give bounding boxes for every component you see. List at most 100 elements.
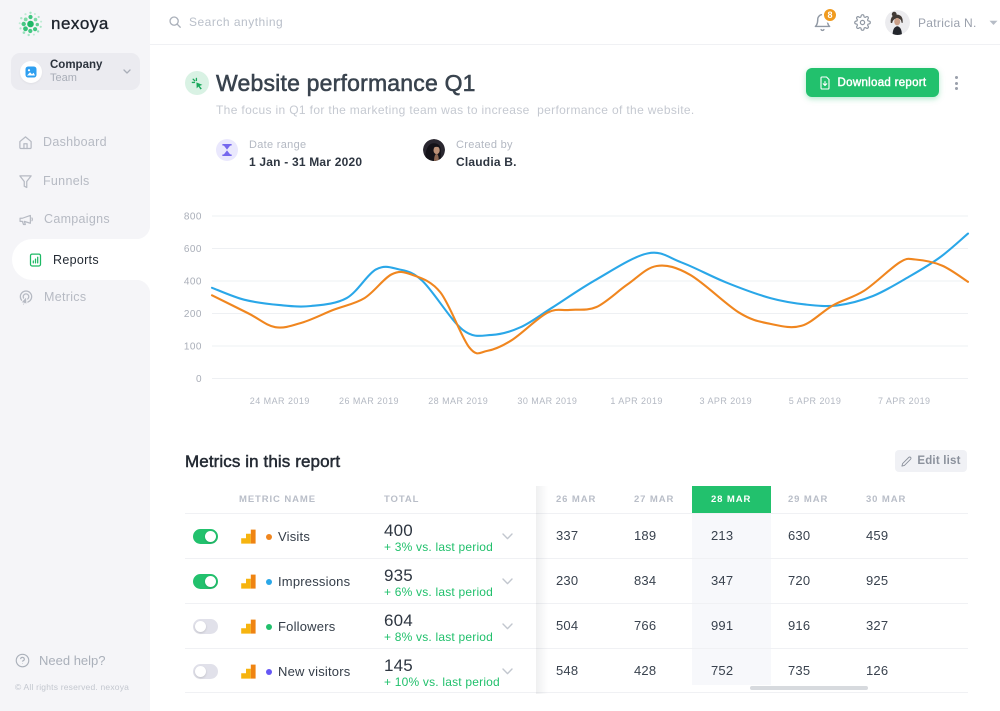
metric-toggle[interactable]	[193, 574, 218, 589]
y-axis-label: 400	[184, 277, 202, 288]
sidebar-item-funnels[interactable]: Funnels	[0, 162, 150, 200]
search-icon	[169, 16, 181, 28]
sidebar: nexoya Company Team Dashboard Funnel	[0, 0, 150, 711]
column-header-total: TOTAL	[384, 494, 420, 505]
x-axis-label: 28 MAR 2019	[428, 396, 488, 406]
frozen-column-shadow	[536, 486, 548, 694]
horizontal-scrollbar[interactable]	[750, 686, 868, 690]
hourglass-icon	[222, 144, 232, 156]
y-axis-label: 200	[184, 309, 202, 320]
table-cell-value: 327	[866, 618, 889, 633]
column-header-date[interactable]: 29 MAR	[788, 494, 829, 505]
metric-name: New visitors	[278, 664, 351, 679]
sidebar-item-metrics[interactable]: Metrics	[0, 278, 150, 316]
metric-toggle[interactable]	[193, 619, 218, 634]
x-axis-label: 7 APR 2019	[878, 396, 931, 406]
topbar: 8 Patricia N.	[150, 0, 1000, 45]
kebab-dot	[954, 81, 958, 85]
table-row: Impressions 935 + 6% vs. last period 230 83…	[185, 558, 968, 603]
table-row: Followers 604 + 8% vs. last period 504 766 9…	[185, 603, 968, 648]
report-icon	[29, 252, 42, 267]
notifications-button[interactable]: 8	[813, 7, 839, 36]
team-switcher[interactable]: Company Team	[11, 53, 140, 90]
sidebar-item-dashboard[interactable]: Dashboard	[0, 123, 150, 161]
chart-series-blue	[210, 232, 970, 337]
x-axis-label: 24 MAR 2019	[250, 396, 310, 406]
metric-color-dot	[266, 623, 272, 630]
table-cell-value: 213	[711, 528, 734, 543]
chevron-down-icon	[989, 20, 998, 25]
report-description: The focus in Q1 for the marketing team w…	[216, 103, 695, 117]
date-range: Date range 1 Jan - 31 Mar 2020	[216, 139, 362, 169]
table-cell-value: 337	[556, 528, 579, 543]
sidebar-item-campaigns[interactable]: Campaigns	[0, 200, 150, 238]
metric-change: + 10% vs. last period	[384, 675, 500, 689]
user-menu[interactable]: Patricia N.	[885, 10, 998, 35]
table-cell-value: 126	[866, 663, 889, 678]
metric-change: + 8% vs. last period	[384, 630, 494, 644]
search-box[interactable]	[168, 0, 409, 44]
avatar	[423, 139, 445, 161]
toggle-knob	[195, 666, 206, 677]
column-header-date[interactable]: 27 MAR	[634, 494, 675, 505]
y-axis-label: 600	[184, 244, 202, 255]
highlighted-column-background	[692, 513, 771, 685]
gear-icon	[854, 14, 871, 31]
table-cell-value: 428	[634, 663, 657, 678]
edit-list-label: Edit list	[917, 455, 961, 467]
table-cell-value: 720	[788, 573, 811, 588]
toggle-knob	[195, 621, 206, 632]
download-report-button[interactable]: Download report	[806, 68, 939, 97]
hourglass-icon-bubble	[216, 139, 238, 161]
analytics-icon	[241, 619, 256, 634]
funnel-icon	[19, 174, 32, 188]
settings-button[interactable]	[854, 14, 871, 31]
user-name: Patricia N.	[918, 15, 977, 30]
column-header-date[interactable]: 30 MAR	[866, 494, 907, 505]
table-cell-value: 991	[711, 618, 734, 633]
team-avatar	[20, 60, 42, 83]
home-icon	[19, 135, 32, 149]
metric-toggle[interactable]	[193, 664, 218, 679]
search-input[interactable]	[189, 15, 409, 29]
sidebar-item-reports[interactable]: Reports	[12, 239, 150, 280]
team-switcher-subtitle: Team	[50, 72, 77, 84]
metric-total: 604	[384, 611, 413, 630]
date-range-label: Date range	[249, 139, 307, 151]
kebab-dot	[954, 76, 958, 79]
metric-name: Impressions	[278, 574, 351, 589]
cursor-click-icon	[191, 77, 202, 89]
megaphone-icon	[19, 214, 33, 225]
metric-color-dot	[266, 533, 272, 540]
chevron-down-icon[interactable]	[502, 668, 513, 675]
table-cell-value: 925	[866, 573, 889, 588]
analytics-icon	[241, 664, 256, 679]
chevron-down-icon[interactable]	[502, 533, 513, 540]
pencil-icon	[901, 456, 912, 467]
brand-logo: nexoya	[17, 10, 137, 38]
creator-avatar	[423, 139, 445, 161]
x-axis-label: 5 APR 2019	[789, 396, 842, 406]
metric-toggle[interactable]	[193, 529, 218, 544]
chevron-down-icon[interactable]	[502, 623, 513, 630]
chevron-down-icon	[123, 69, 131, 74]
table-cell-value: 834	[634, 573, 657, 588]
need-help-link[interactable]: Need help?	[15, 650, 145, 670]
table-cell-value: 752	[711, 663, 734, 678]
column-header-date-highlighted[interactable]: 28 MAR	[692, 486, 771, 513]
edit-list-button[interactable]: Edit list	[895, 450, 967, 472]
metric-total: 935	[384, 566, 413, 585]
page-title: Website performance Q1	[216, 70, 476, 97]
chevron-down-icon[interactable]	[502, 578, 513, 585]
toggle-knob	[205, 531, 216, 542]
table-row: New visitors 145 + 10% vs. last period 548…	[185, 648, 968, 693]
table-cell-value: 766	[634, 618, 657, 633]
team-switcher-title: Company	[50, 59, 103, 71]
avatar	[885, 10, 910, 35]
table-cell-value: 916	[788, 618, 811, 633]
created-by: Created by Claudia B.	[423, 139, 517, 169]
created-by-label: Created by	[456, 139, 513, 151]
column-header-date[interactable]: 26 MAR	[556, 494, 597, 505]
more-options-button[interactable]	[950, 75, 962, 91]
download-icon	[819, 75, 830, 90]
